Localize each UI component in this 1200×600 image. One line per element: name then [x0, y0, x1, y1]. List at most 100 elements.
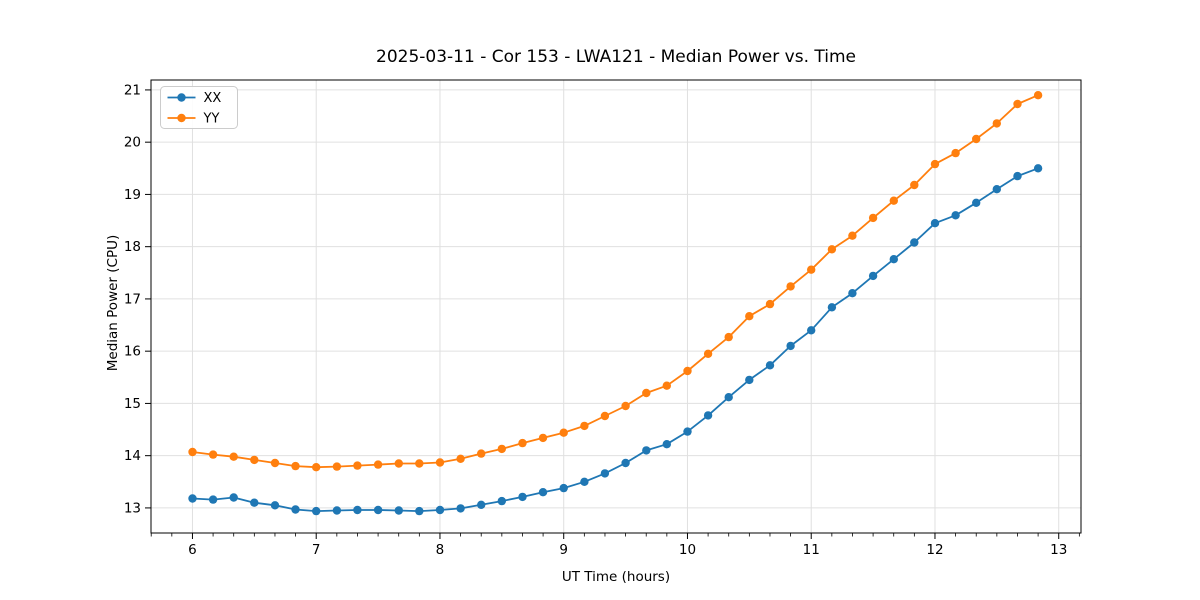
- series-yy-marker: [188, 447, 197, 457]
- y-tick-label: 16: [124, 344, 141, 360]
- series-xx-marker: [889, 255, 898, 264]
- series-yy-marker: [353, 461, 362, 470]
- series-yy-marker: [332, 462, 342, 471]
- series-yy-marker: [745, 312, 754, 321]
- series-yy-marker: [312, 463, 321, 472]
- series-yy-marker: [972, 134, 981, 144]
- series-xx-marker: [786, 341, 795, 351]
- x-axis-label: UT Time (hours): [561, 569, 671, 585]
- y-tick-label: 20: [124, 135, 141, 151]
- series-xx-marker: [703, 411, 713, 420]
- series-xx-marker: [868, 271, 878, 281]
- x-tick-label: 10: [679, 542, 696, 558]
- series-yy-line: [192, 94, 1039, 469]
- x-tick-label: 11: [803, 542, 820, 558]
- x-tick-label: 13: [1050, 542, 1067, 558]
- series-yy-marker: [951, 148, 960, 158]
- legend-label-xx: XX: [204, 91, 222, 106]
- series-yy-marker: [477, 449, 486, 458]
- series-xx-marker: [518, 492, 527, 502]
- series-xx-marker: [745, 375, 754, 385]
- series-xx-marker: [497, 496, 506, 506]
- legend-marker-sample-yy: [177, 113, 186, 123]
- y-tick-label: 15: [124, 396, 141, 412]
- series-yy-marker: [518, 438, 527, 448]
- series-xx-marker: [229, 493, 238, 502]
- axes-frame: [150, 79, 1082, 534]
- series-xx-marker: [992, 185, 1001, 194]
- series-yy-marker: [580, 421, 589, 431]
- series-xx-marker: [208, 495, 218, 504]
- series-xx-marker: [312, 506, 321, 516]
- series-xx-marker: [910, 238, 919, 247]
- series-xx-marker: [435, 505, 445, 515]
- series-yy-marker: [807, 265, 816, 274]
- series-yy-marker: [889, 196, 898, 205]
- series-yy-marker: [291, 461, 300, 471]
- series-yy-marker: [827, 245, 837, 254]
- series-yy-marker: [394, 459, 403, 468]
- series-xx-marker: [662, 440, 671, 449]
- legend-box: [160, 86, 238, 129]
- y-tick-label: 21: [124, 82, 141, 98]
- series-xx-marker: [1033, 164, 1043, 173]
- chart-title: 2025-03-11 - Cor 153 - LWA121 - Median P…: [376, 47, 856, 67]
- series-xx-marker: [188, 494, 197, 503]
- series-yy-marker: [786, 282, 795, 291]
- series-xx-marker: [250, 498, 259, 507]
- x-tick-label: 7: [312, 542, 321, 558]
- series-yy-marker: [250, 455, 259, 465]
- x-tick-label: 6: [188, 542, 197, 558]
- series-xx-marker: [394, 506, 403, 515]
- series-yy-marker: [683, 366, 692, 376]
- series-xx-marker: [600, 469, 610, 478]
- series-yy-marker: [621, 401, 630, 411]
- series-yy-marker: [415, 459, 424, 468]
- y-tick-label: 13: [124, 500, 141, 516]
- series-xx-marker: [456, 504, 465, 513]
- legend-marker-sample-xx: [177, 93, 186, 102]
- series-xx-line: [192, 167, 1039, 513]
- series-xx-marker: [580, 477, 589, 486]
- series-xx-marker: [683, 427, 692, 436]
- series-yy-marker: [642, 388, 651, 398]
- series-xx-marker: [373, 505, 383, 515]
- y-tick-label: 14: [124, 448, 141, 464]
- series-xx-marker: [724, 393, 733, 402]
- series-yy-marker: [848, 231, 857, 240]
- series-yy-marker: [703, 349, 713, 358]
- series-xx-marker: [1013, 171, 1022, 181]
- series-xx-marker: [765, 361, 775, 370]
- series-xx-marker: [291, 505, 300, 514]
- series-yy-marker: [456, 454, 465, 463]
- x-tick-label: 9: [559, 542, 568, 558]
- series-yy-marker: [229, 452, 238, 461]
- series-yy-marker: [662, 381, 671, 390]
- y-tick-label: 18: [124, 239, 141, 255]
- series-xx-marker: [951, 211, 960, 220]
- x-tick-label: 12: [926, 542, 943, 558]
- series-yy-marker: [373, 460, 383, 469]
- series-yy-marker: [930, 159, 940, 169]
- series-xx-marker: [332, 506, 342, 515]
- series-xx-marker: [353, 505, 362, 515]
- y-tick-label: 19: [124, 187, 141, 203]
- series-xx-marker: [807, 326, 816, 335]
- series-yy-marker: [270, 458, 280, 468]
- series-xx-marker: [415, 506, 424, 516]
- series-xx-marker: [621, 458, 630, 468]
- series-xx-marker: [270, 501, 280, 510]
- series-xx-marker: [827, 303, 837, 312]
- series-xx-marker: [848, 289, 857, 298]
- series-yy-marker: [992, 119, 1001, 128]
- series-yy-marker: [724, 332, 733, 342]
- series-xx-marker: [642, 446, 651, 455]
- series-yy-marker: [910, 180, 919, 190]
- series-yy-marker: [208, 450, 218, 459]
- series-yy-marker: [1013, 99, 1022, 109]
- series-yy-marker: [600, 411, 610, 421]
- x-tick-label: 8: [436, 542, 445, 558]
- series-xx-marker: [538, 488, 548, 497]
